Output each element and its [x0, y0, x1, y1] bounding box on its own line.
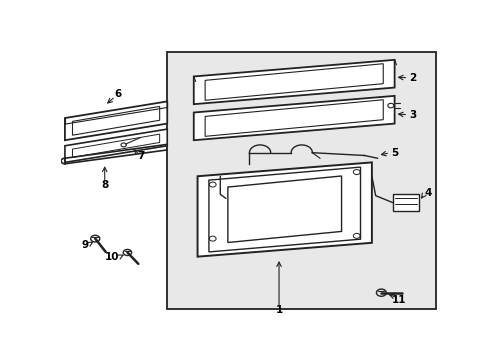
- Text: 9: 9: [81, 240, 88, 250]
- Text: 7: 7: [137, 151, 144, 161]
- Bar: [167, 51, 435, 309]
- Text: 3: 3: [408, 110, 415, 120]
- Polygon shape: [392, 194, 418, 211]
- Polygon shape: [65, 129, 167, 162]
- Text: 6: 6: [114, 90, 122, 99]
- Text: 1: 1: [275, 305, 282, 315]
- Polygon shape: [193, 96, 394, 140]
- Text: 5: 5: [390, 148, 397, 158]
- Polygon shape: [65, 102, 167, 140]
- Text: 2: 2: [408, 73, 415, 83]
- Text: 4: 4: [423, 188, 431, 198]
- Text: 10: 10: [104, 252, 119, 262]
- Text: 11: 11: [391, 294, 406, 305]
- Polygon shape: [193, 60, 394, 104]
- Polygon shape: [197, 162, 371, 257]
- Text: 8: 8: [101, 180, 108, 190]
